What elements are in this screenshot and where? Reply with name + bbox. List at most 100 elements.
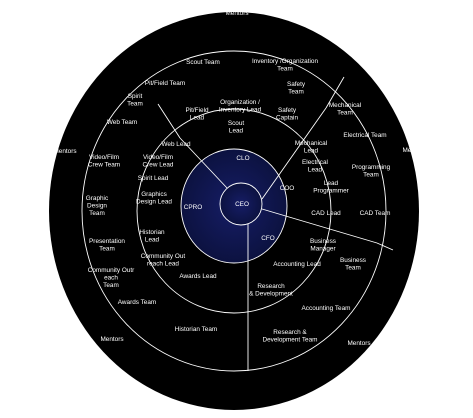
team-scout-label: Scout Team xyxy=(186,59,220,66)
label-line: & Development xyxy=(249,291,293,298)
lead-historian-label: Historian Lead xyxy=(139,229,165,244)
coo-label: COO xyxy=(280,185,295,192)
label-line: Business xyxy=(310,238,336,245)
label-line: reach Lead xyxy=(147,261,179,268)
team-pit-field-label: Pit/Field Team xyxy=(145,80,185,87)
ceo-label: CEO xyxy=(235,201,249,208)
label-line: Development Team xyxy=(263,337,318,344)
label-line: Electrical Team xyxy=(343,132,386,139)
label-line: Team xyxy=(89,210,105,217)
label-line: Team xyxy=(127,101,143,108)
cfo-label: CFO xyxy=(261,235,275,242)
cpro-label: CPRO xyxy=(184,204,202,211)
mentors-label-left: Mentors xyxy=(53,148,76,155)
label-line: Team xyxy=(288,89,304,96)
label-line: Mechanical xyxy=(329,102,361,109)
label-line: Pit/Field Team xyxy=(145,80,185,87)
label-line: Lead xyxy=(304,148,319,155)
lead-video-film-label: Video/Film Crew Lead xyxy=(143,154,174,169)
lead-electrical-label: Electrical Lead xyxy=(302,159,328,174)
team-accounting-label: Accounting Team xyxy=(302,305,351,312)
label-line: Video/Film xyxy=(143,154,173,161)
divider-line xyxy=(261,107,327,200)
mentors-label-right: Mentors xyxy=(402,147,425,154)
label-line: Inventory /Organization xyxy=(252,58,319,65)
label-line: Crew Team xyxy=(88,162,120,169)
label-line: Team xyxy=(363,172,379,179)
divider-line xyxy=(261,208,378,244)
label-line: Business xyxy=(340,257,366,264)
label-line: Historian Team xyxy=(175,326,218,333)
divider-line xyxy=(179,137,228,189)
lead-business-manager-label: Business Manager xyxy=(310,238,336,253)
label-line: Research & xyxy=(273,329,307,336)
team-web-label: Web Team xyxy=(107,119,137,126)
label-line: Scout Team xyxy=(186,59,220,66)
label-line: CAD Team xyxy=(360,210,391,217)
label-line: Scout xyxy=(228,120,245,127)
label-line: Crew Lead xyxy=(143,162,174,169)
label-line: Design xyxy=(87,203,107,210)
lead-community-outreach-label: Community Out reach Lead xyxy=(141,253,186,268)
label-line: Team xyxy=(277,66,293,73)
team-community-outreach-label: Community Outr each Team xyxy=(88,267,135,289)
ceo-circle xyxy=(219,182,263,226)
team-video-film-label: Video/Film Crew Team xyxy=(88,154,120,169)
label-line: Inventory Lead xyxy=(219,107,262,114)
team-presentation-label: Presentation Team xyxy=(89,238,125,253)
label-line: Design Lead xyxy=(136,199,172,206)
label-line: each xyxy=(104,275,118,282)
team-awards-label: Awards Team xyxy=(118,299,156,306)
team-spirit-label: Spirit Team xyxy=(127,93,143,108)
lead-safety-captain-label: Safety Captain xyxy=(276,107,298,122)
team-mechanical-label: Mechanical Team xyxy=(329,102,361,117)
label-line: Web Team xyxy=(107,119,137,126)
lead-research-development-label: Research & Development xyxy=(249,283,293,298)
label-line: Video/Film xyxy=(89,154,119,161)
team-business-label: Business Team xyxy=(340,257,366,272)
label-line: Lead xyxy=(190,115,205,122)
team-ring xyxy=(81,50,387,372)
mentors-label-bottom-left: Mentors xyxy=(100,336,123,343)
mentors-label-bottom-right: Mentors xyxy=(347,340,370,347)
label-line: Organization / xyxy=(220,99,260,106)
mentors-label-top: Mentors xyxy=(225,10,248,17)
label-line: Safety xyxy=(278,107,297,114)
label-line: Spirit Lead xyxy=(138,175,169,182)
divider-line xyxy=(157,103,181,139)
team-electrical-label: Electrical Team xyxy=(343,132,386,139)
lead-spirit-label: Spirit Lead xyxy=(138,175,169,182)
team-safety-label: Safety Team xyxy=(287,81,306,96)
label-line: Accounting Lead xyxy=(273,261,321,268)
team-historian-label: Historian Team xyxy=(175,326,218,333)
team-cad-label: CAD Team xyxy=(360,210,391,217)
lead-ring xyxy=(136,108,332,314)
lead-graphics-design-label: Graphics Design Lead xyxy=(136,191,172,206)
team-graphic-design-label: Graphic Design Team xyxy=(86,195,109,217)
label-line: Awards Team xyxy=(118,299,156,306)
label-line: Mechanical xyxy=(295,140,327,147)
label-line: Graphic xyxy=(86,195,109,202)
label-line: Pit/Field xyxy=(185,107,209,114)
label-line: Team xyxy=(103,282,119,289)
lead-accounting-label: Accounting Lead xyxy=(273,261,321,268)
label-line: Accounting Team xyxy=(302,305,351,312)
label-line: Historian xyxy=(139,229,165,236)
label-line: Team xyxy=(99,246,115,253)
label-line: Web Lead xyxy=(161,141,190,148)
label-line: Lead xyxy=(324,180,339,187)
lead-organization-inventory-label: Organization / Inventory Lead xyxy=(219,99,262,114)
divider-line xyxy=(376,242,394,251)
label-line: Programmer xyxy=(313,188,349,195)
team-programming-label: Programming Team xyxy=(352,164,391,179)
lead-mechanical-label: Mechanical Lead xyxy=(295,140,327,155)
divider-line xyxy=(325,76,345,109)
lead-lead-programmer-label: Lead Programmer xyxy=(313,180,349,195)
label-line: Presentation xyxy=(89,238,125,245)
team-research-development-label: Research & Development Team xyxy=(263,329,318,344)
label-line: Lead xyxy=(308,167,323,174)
lead-web-label: Web Lead xyxy=(161,141,190,148)
